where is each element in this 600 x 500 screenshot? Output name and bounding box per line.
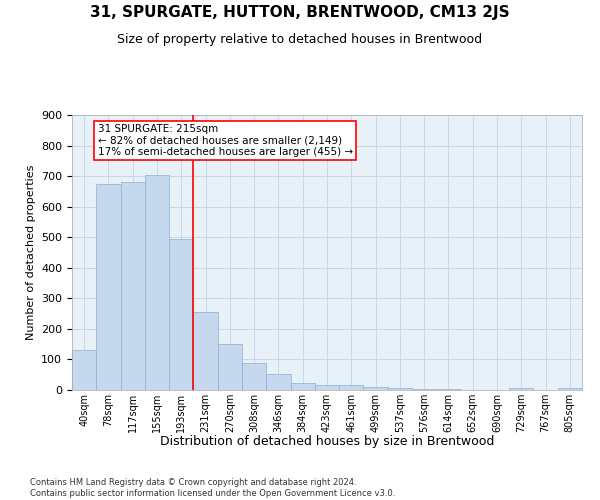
Text: Size of property relative to detached houses in Brentwood: Size of property relative to detached ho…	[118, 32, 482, 46]
Bar	[339, 384, 364, 390]
Bar	[558, 388, 582, 390]
Bar	[266, 374, 290, 390]
Bar	[242, 362, 266, 390]
Bar	[315, 384, 339, 390]
Bar	[193, 312, 218, 390]
Bar	[121, 182, 145, 390]
Text: 31 SPURGATE: 215sqm
← 82% of detached houses are smaller (2,149)
17% of semi-det: 31 SPURGATE: 215sqm ← 82% of detached ho…	[97, 124, 353, 158]
Bar	[72, 350, 96, 390]
Bar	[388, 388, 412, 390]
Bar	[509, 388, 533, 390]
Text: Contains HM Land Registry data © Crown copyright and database right 2024.
Contai: Contains HM Land Registry data © Crown c…	[30, 478, 395, 498]
Bar	[96, 184, 121, 390]
Bar	[412, 389, 436, 390]
Bar	[169, 239, 193, 390]
Bar	[218, 344, 242, 390]
Bar	[290, 384, 315, 390]
Text: 31, SPURGATE, HUTTON, BRENTWOOD, CM13 2JS: 31, SPURGATE, HUTTON, BRENTWOOD, CM13 2J…	[90, 5, 510, 20]
Text: Distribution of detached houses by size in Brentwood: Distribution of detached houses by size …	[160, 435, 494, 448]
Bar	[364, 387, 388, 390]
Bar	[145, 174, 169, 390]
Y-axis label: Number of detached properties: Number of detached properties	[26, 165, 35, 340]
